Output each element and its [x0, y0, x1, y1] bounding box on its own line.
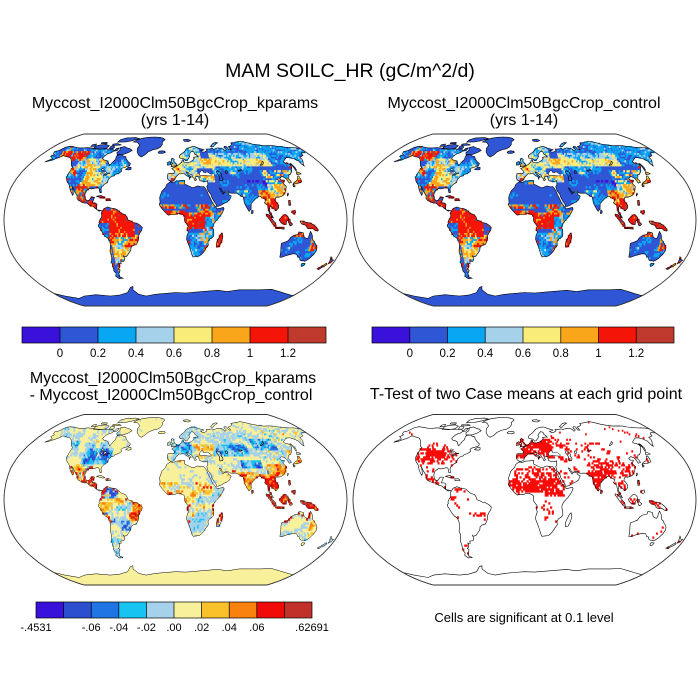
svg-text:1.2: 1.2 — [280, 348, 296, 360]
svg-text:.04: .04 — [222, 622, 237, 634]
svg-text:.02: .02 — [194, 622, 209, 634]
svg-text:0.2: 0.2 — [90, 348, 106, 360]
svg-text:0.4: 0.4 — [128, 348, 145, 360]
svg-text:.62691: .62691 — [295, 622, 329, 634]
svg-text:- Myccost_I2000Clm50BgcCrop_co: - Myccost_I2000Clm50BgcCrop_control — [30, 387, 313, 404]
svg-text:0.8: 0.8 — [204, 348, 220, 360]
svg-text:Cells are significant at 0.1 l: Cells are significant at 0.1 level — [434, 610, 613, 625]
svg-text:Myccost_I2000Clm50BgcCrop_kpar: Myccost_I2000Clm50BgcCrop_kparams — [32, 95, 318, 112]
svg-text:0.8: 0.8 — [553, 348, 569, 360]
svg-text:-.4531: -.4531 — [20, 622, 51, 634]
svg-text:0.2: 0.2 — [440, 348, 456, 360]
svg-text:1: 1 — [247, 348, 253, 360]
svg-text:0: 0 — [57, 348, 63, 360]
svg-text:1: 1 — [595, 348, 601, 360]
svg-text:.00: .00 — [166, 622, 181, 634]
svg-text:0.6: 0.6 — [166, 348, 182, 360]
svg-text:MAM SOILC_HR (gC/m^2/d): MAM SOILC_HR (gC/m^2/d) — [225, 60, 475, 82]
svg-text:(yrs 1-14): (yrs 1-14) — [141, 112, 209, 129]
svg-text:Myccost_I2000Clm50BgcCrop_kpar: Myccost_I2000Clm50BgcCrop_kparams — [30, 370, 316, 387]
svg-text:-.04: -.04 — [109, 622, 128, 634]
svg-text:-.06: -.06 — [82, 622, 101, 634]
svg-text:0.4: 0.4 — [477, 348, 494, 360]
svg-text:-.02: -.02 — [137, 622, 156, 634]
svg-text:0: 0 — [407, 348, 413, 360]
svg-text:0.6: 0.6 — [515, 348, 531, 360]
svg-text:Myccost_I2000Clm50BgcCrop_cont: Myccost_I2000Clm50BgcCrop_control — [387, 95, 660, 112]
svg-text:T-Test of two Case means at ea: T-Test of two Case means at each grid po… — [370, 386, 683, 403]
svg-text:(yrs 1-14): (yrs 1-14) — [490, 112, 558, 129]
svg-text:1.2: 1.2 — [628, 348, 644, 360]
svg-text:.06: .06 — [249, 622, 264, 634]
